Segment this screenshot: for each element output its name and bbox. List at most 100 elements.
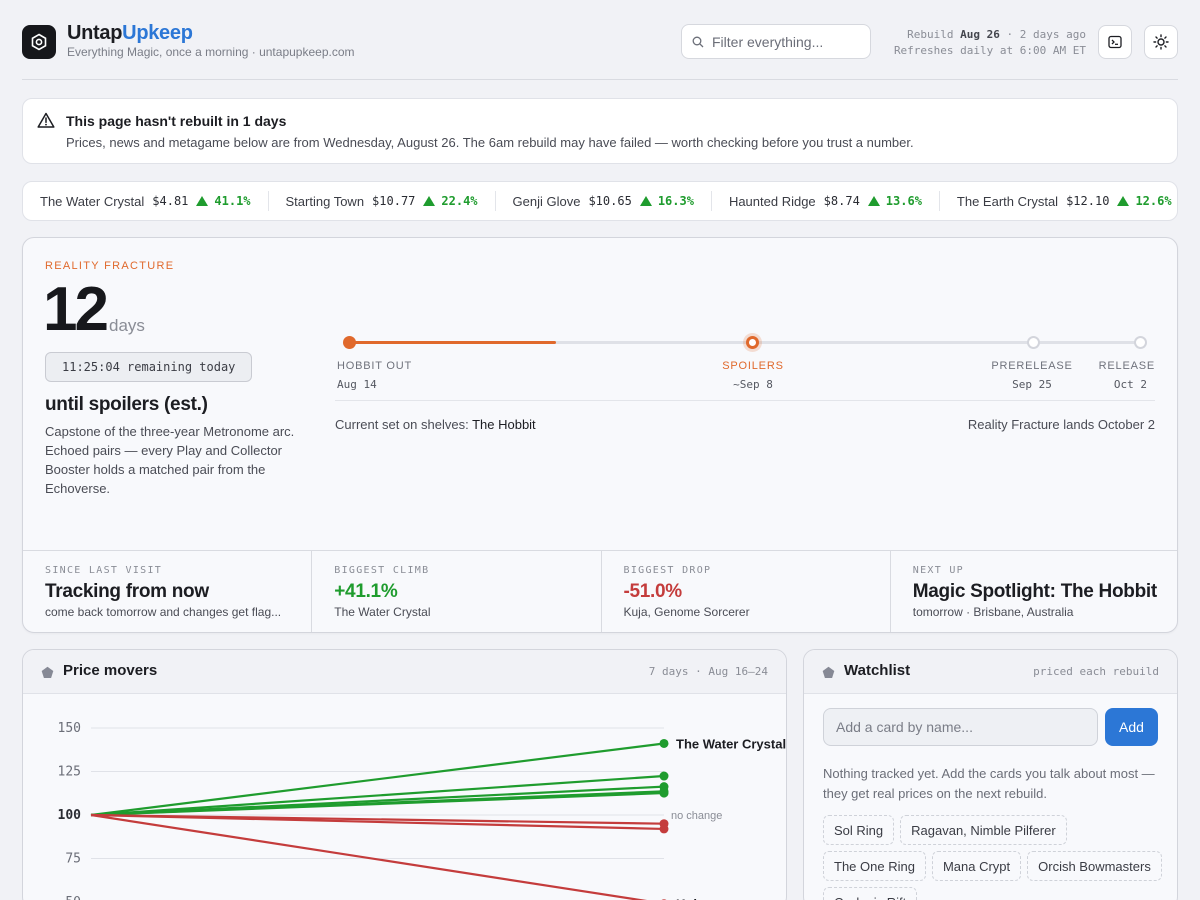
alert-body: Prices, news and metagame below are from… [66,135,914,150]
timeline-date: Aug 14 [337,378,377,391]
stat-next-up[interactable]: NEXT UP Magic Spotlight: The Hobbit tomo… [891,551,1177,632]
ticker-change: 16.3% [657,194,694,208]
timeline-date: Sep 25 [1012,378,1052,391]
ticker-item[interactable]: Haunted Ridge $8.74 13.6% [729,191,940,211]
divider [335,400,1155,401]
days-count: 12 [43,275,109,344]
panel-title: Watchlist [844,662,911,679]
timeline-dot-current [746,336,759,349]
watchlist-empty-note: Nothing tracked yet. Add the cards you t… [823,766,1155,801]
series-line [90,813,648,900]
timeline-date: ~Sep 8 [733,378,773,391]
rebuild-label: Rebuild [907,28,954,41]
y-tick-label: 125 [58,765,81,780]
ticker-card-name: The Earth Crystal [956,193,1059,209]
logo-icon[interactable] [22,25,56,59]
ticker-card-name: The Water Crystal [40,193,145,209]
search-input[interactable] [712,33,862,50]
y-tick-label: 150 [58,721,81,736]
rebuild-schedule: Refreshes daily at 6:00 AM ET [893,44,1086,57]
suggestion-chip[interactable]: The One Ring [823,851,926,881]
pentagon-icon [822,666,835,678]
up-arrow-icon [423,196,436,206]
watchlist-panel: Watchlist priced each rebuild Add Nothin… [803,649,1178,900]
current-set: Current set on shelves: The Hobbit [335,417,536,432]
series-line [90,813,665,831]
panel-header: Price movers 7 days · Aug 16–24 [23,650,786,694]
stat-sub: The Water Crystal [334,605,431,619]
search-icon [692,36,704,47]
brand-name-part1: Untap [67,22,123,44]
countdown-card: REALITY FRACTURE 12 days 11:25:04 remain… [22,237,1178,633]
suggestion-chip[interactable]: Cyclonic Rift [823,887,918,900]
price-movers-chart: 150 125 100 75 50 no change The Water Crystal K… [58,721,786,900]
ticker-item[interactable]: The Water Crystal $4.81 41.1% [40,191,269,211]
add-card-input[interactable] [823,708,1098,746]
ticker-change: 13.6% [885,194,922,208]
search-box[interactable] [681,24,871,59]
stat-label: NEXT UP [912,565,964,576]
countdown-target: until spoilers (est.) [45,394,208,415]
ticker-item[interactable]: Genji Glove $10.65 16.3% [513,191,712,211]
ticker-price: $4.81 [152,194,189,208]
stat-value: -51.0% [623,581,683,602]
time-remaining-badge: 11:25:04 remaining today [45,352,253,382]
series-line [90,774,665,817]
ticker-card-name: Genji Glove [512,193,581,209]
panel-meta: priced each rebuild [1033,665,1159,678]
timeline-progress [349,341,556,344]
y-tick-label: 75 [65,852,81,867]
timeline-dot-upcoming [1134,336,1147,349]
timeline-label: RELEASE [1098,360,1155,372]
y-tick-label: 100 [58,808,82,823]
stat-value: +41.1% [334,581,398,602]
theme-toggle-button[interactable] [1144,25,1178,59]
ticker-item[interactable]: The Earth Crystal $12.10 12.6% [956,191,1177,211]
timeline-date: Oct 2 [1113,378,1147,391]
price-ticker: The Water Crystal $4.81 41.1% Starting Tow… [22,181,1178,221]
stat-biggest-climb[interactable]: BIGGEST CLIMB +41.1% The Water Crystal [312,551,602,632]
rebuild-date: Aug 26 [960,28,1000,41]
sun-icon [1153,34,1169,50]
days-unit: days [109,316,145,335]
ticker-card-name: Starting Town [285,193,365,209]
stats-strip: SINCE LAST VISIT Tracking from now come … [23,550,1177,632]
up-arrow-icon [196,196,209,206]
timeline-dot-upcoming [1027,336,1040,349]
warning-icon [37,112,55,128]
suggestion-chip[interactable]: Ragavan, Nimble Pilferer [900,815,1067,845]
site-header: UntapUpkeep Everything Magic, once a mor… [22,22,1178,80]
set-description: Capstone of the three-year Metronome arc… [45,424,295,496]
stat-value: Magic Spotlight: The Hobbit [912,581,1157,602]
terminal-button[interactable] [1098,25,1132,59]
add-card-button[interactable]: Add [1105,708,1158,746]
series-endpoint [659,788,669,798]
terminal-icon [1108,35,1122,49]
rebuild-status: Rebuild Aug 26 · 2 days ago Refreshes da… [894,27,1086,59]
brand-name[interactable]: UntapUpkeep [67,22,193,45]
suggestion-chip[interactable]: Mana Crypt [931,851,1022,881]
stat-label: SINCE LAST VISIT [45,565,163,576]
panel-title: Price movers [63,662,158,679]
up-arrow-icon [1117,196,1130,206]
current-set-name[interactable]: The Hobbit [472,417,536,432]
stat-biggest-drop[interactable]: BIGGEST DROP -51.0% Kuja, Genome Sorcere… [602,551,891,632]
rebuild-age: · 2 days ago [1006,28,1086,41]
alert-title: This page hasn't rebuilt in 1 days [66,113,287,129]
ticker-price: $10.77 [372,194,416,208]
timeline-label: SPOILERS [722,360,784,372]
series-label: The Water Crystal [676,736,786,751]
ticker-item[interactable]: Starting Town $10.77 22.4% [286,191,496,211]
set-eyebrow: REALITY FRACTURE [45,260,175,272]
ticker-price: $12.10 [1066,194,1110,208]
timeline-label: PRERELEASE [991,360,1073,372]
suggestion-chip[interactable]: Orcish Bowmasters [1027,851,1162,881]
stat-sub: Kuja, Genome Sorcerer [623,605,750,619]
release-note: Reality Fracture lands October 2 [967,417,1155,432]
up-arrow-icon [639,196,652,206]
baseline-label: no change [671,810,722,822]
panel-header: Watchlist priced each rebuild [804,650,1177,694]
ticker-change: 12.6% [1135,194,1172,208]
suggestion-chip[interactable]: Sol Ring [823,815,895,845]
brand-name-part2: Upkeep [122,22,193,44]
